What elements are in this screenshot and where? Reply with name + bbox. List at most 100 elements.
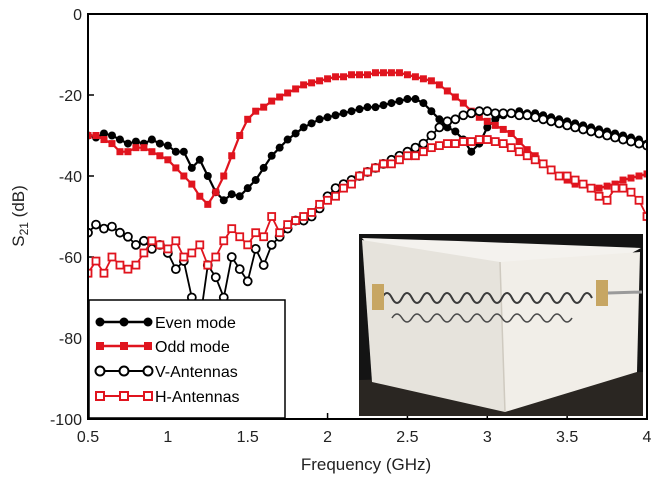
data-point-h-antennas	[123, 264, 133, 274]
data-point-even-mode	[371, 103, 380, 112]
series-even-mode	[88, 95, 647, 205]
data-point-h-antennas	[283, 220, 293, 230]
data-point-v-antennas	[522, 110, 533, 121]
data-point-h-antennas	[291, 216, 301, 225]
y-axis-label: S21 (dB)	[9, 185, 31, 247]
data-point-h-antennas	[179, 252, 189, 262]
data-point-even-mode	[315, 115, 324, 124]
x-tick-label: 4	[643, 429, 652, 446]
data-point-h-antennas	[546, 165, 556, 175]
data-point-h-antennas	[355, 171, 364, 181]
data-point-odd-mode	[340, 73, 348, 81]
data-point-v-antennas	[210, 272, 221, 283]
data-point-odd-mode	[92, 132, 100, 139]
data-point-h-antennas	[219, 236, 229, 246]
data-point-h-antennas	[522, 151, 532, 161]
data-point-odd-mode	[188, 180, 196, 188]
data-point-odd-mode	[332, 73, 340, 81]
data-point-h-antennas	[195, 240, 205, 250]
data-point-odd-mode	[140, 144, 148, 152]
data-point-even-mode	[107, 131, 116, 140]
data-point-odd-mode	[451, 93, 459, 101]
data-point-odd-mode	[427, 77, 435, 85]
data-point-v-antennas	[123, 231, 133, 242]
data-point-h-antennas	[578, 179, 588, 189]
data-point-odd-mode	[499, 125, 507, 133]
data-point-v-antennas	[138, 235, 149, 246]
x-tick-label: 1	[163, 429, 172, 446]
x-tick-label: 0.5	[77, 429, 99, 446]
data-point-v-antennas	[498, 108, 509, 119]
data-point-even-mode	[379, 101, 388, 110]
data-point-even-mode	[427, 107, 436, 116]
data-point-v-antennas	[242, 276, 253, 287]
x-axis-label: Frequency (GHz)	[301, 455, 431, 474]
data-point-even-mode	[403, 95, 412, 104]
data-point-h-antennas	[642, 212, 647, 221]
inset-photo-box-left-face	[362, 240, 505, 412]
series-h-antennas	[88, 135, 647, 278]
data-point-h-antennas	[610, 183, 620, 193]
data-point-h-antennas	[403, 151, 412, 161]
data-point-v-antennas	[330, 183, 341, 194]
data-point-h-antennas	[530, 155, 540, 165]
data-point-h-antennas	[331, 191, 340, 201]
data-point-even-mode	[187, 163, 196, 172]
data-point-even-mode	[259, 163, 268, 172]
x-tick-label: 2.5	[396, 429, 418, 446]
data-point-h-antennas	[307, 208, 317, 217]
data-point-v-antennas	[91, 219, 101, 230]
y-tick-label: 0	[73, 7, 82, 24]
data-point-odd-mode	[148, 148, 156, 156]
data-point-h-antennas	[139, 248, 149, 258]
data-point-h-antennas	[602, 195, 612, 205]
data-point-v-antennas	[514, 110, 525, 121]
data-point-odd-mode	[483, 117, 491, 125]
x-tick-label: 3.5	[556, 429, 578, 446]
data-point-odd-mode	[419, 75, 427, 83]
data-point-even-mode	[363, 103, 372, 112]
legend-label-h-antennas: H-Antennas	[155, 389, 240, 406]
data-point-even-mode	[171, 147, 180, 156]
data-point-v-antennas	[131, 239, 141, 250]
data-point-v-antennas	[107, 221, 117, 232]
data-point-h-antennas	[163, 244, 173, 254]
data-point-odd-mode	[324, 75, 332, 83]
legend-item-even-mode: Even mode	[95, 315, 236, 332]
data-point-v-antennas	[634, 138, 644, 149]
data-point-h-antennas	[171, 236, 181, 246]
y-axis-label-main: S	[9, 235, 28, 246]
inset-photo-cable	[607, 290, 643, 295]
data-point-h-antennas	[267, 212, 277, 221]
data-point-odd-mode	[443, 87, 451, 95]
data-point-h-antennas	[450, 139, 460, 149]
inset-photo-connector-right	[596, 280, 608, 306]
data-point-h-antennas	[323, 195, 332, 205]
data-point-h-antennas	[434, 141, 444, 151]
data-point-odd-mode	[459, 99, 467, 107]
data-point-h-antennas	[99, 268, 109, 278]
data-point-h-antennas	[458, 137, 468, 146]
data-point-even-mode	[331, 111, 340, 120]
data-point-even-mode	[467, 147, 476, 156]
data-point-h-antennas	[203, 260, 213, 270]
data-point-odd-mode	[411, 73, 419, 81]
data-point-odd-mode	[356, 71, 364, 79]
data-point-h-antennas	[586, 183, 596, 193]
data-point-odd-mode	[108, 140, 116, 148]
data-point-h-antennas	[379, 159, 388, 169]
data-point-h-antennas	[211, 252, 221, 262]
data-point-h-antennas	[251, 228, 261, 238]
data-point-even-mode	[355, 105, 364, 114]
data-point-odd-mode	[276, 93, 284, 101]
data-point-odd-mode	[132, 144, 140, 152]
data-point-v-antennas	[554, 118, 565, 129]
legend-label-odd-mode: Odd mode	[155, 339, 230, 356]
data-point-even-mode	[203, 172, 212, 180]
legend-item-odd-mode: Odd mode	[96, 339, 230, 356]
data-point-h-antennas	[490, 137, 500, 146]
data-point-odd-mode	[300, 81, 308, 89]
series-line-odd-mode	[88, 71, 647, 207]
data-point-v-antennas	[258, 260, 269, 271]
data-point-h-antennas	[618, 183, 628, 193]
